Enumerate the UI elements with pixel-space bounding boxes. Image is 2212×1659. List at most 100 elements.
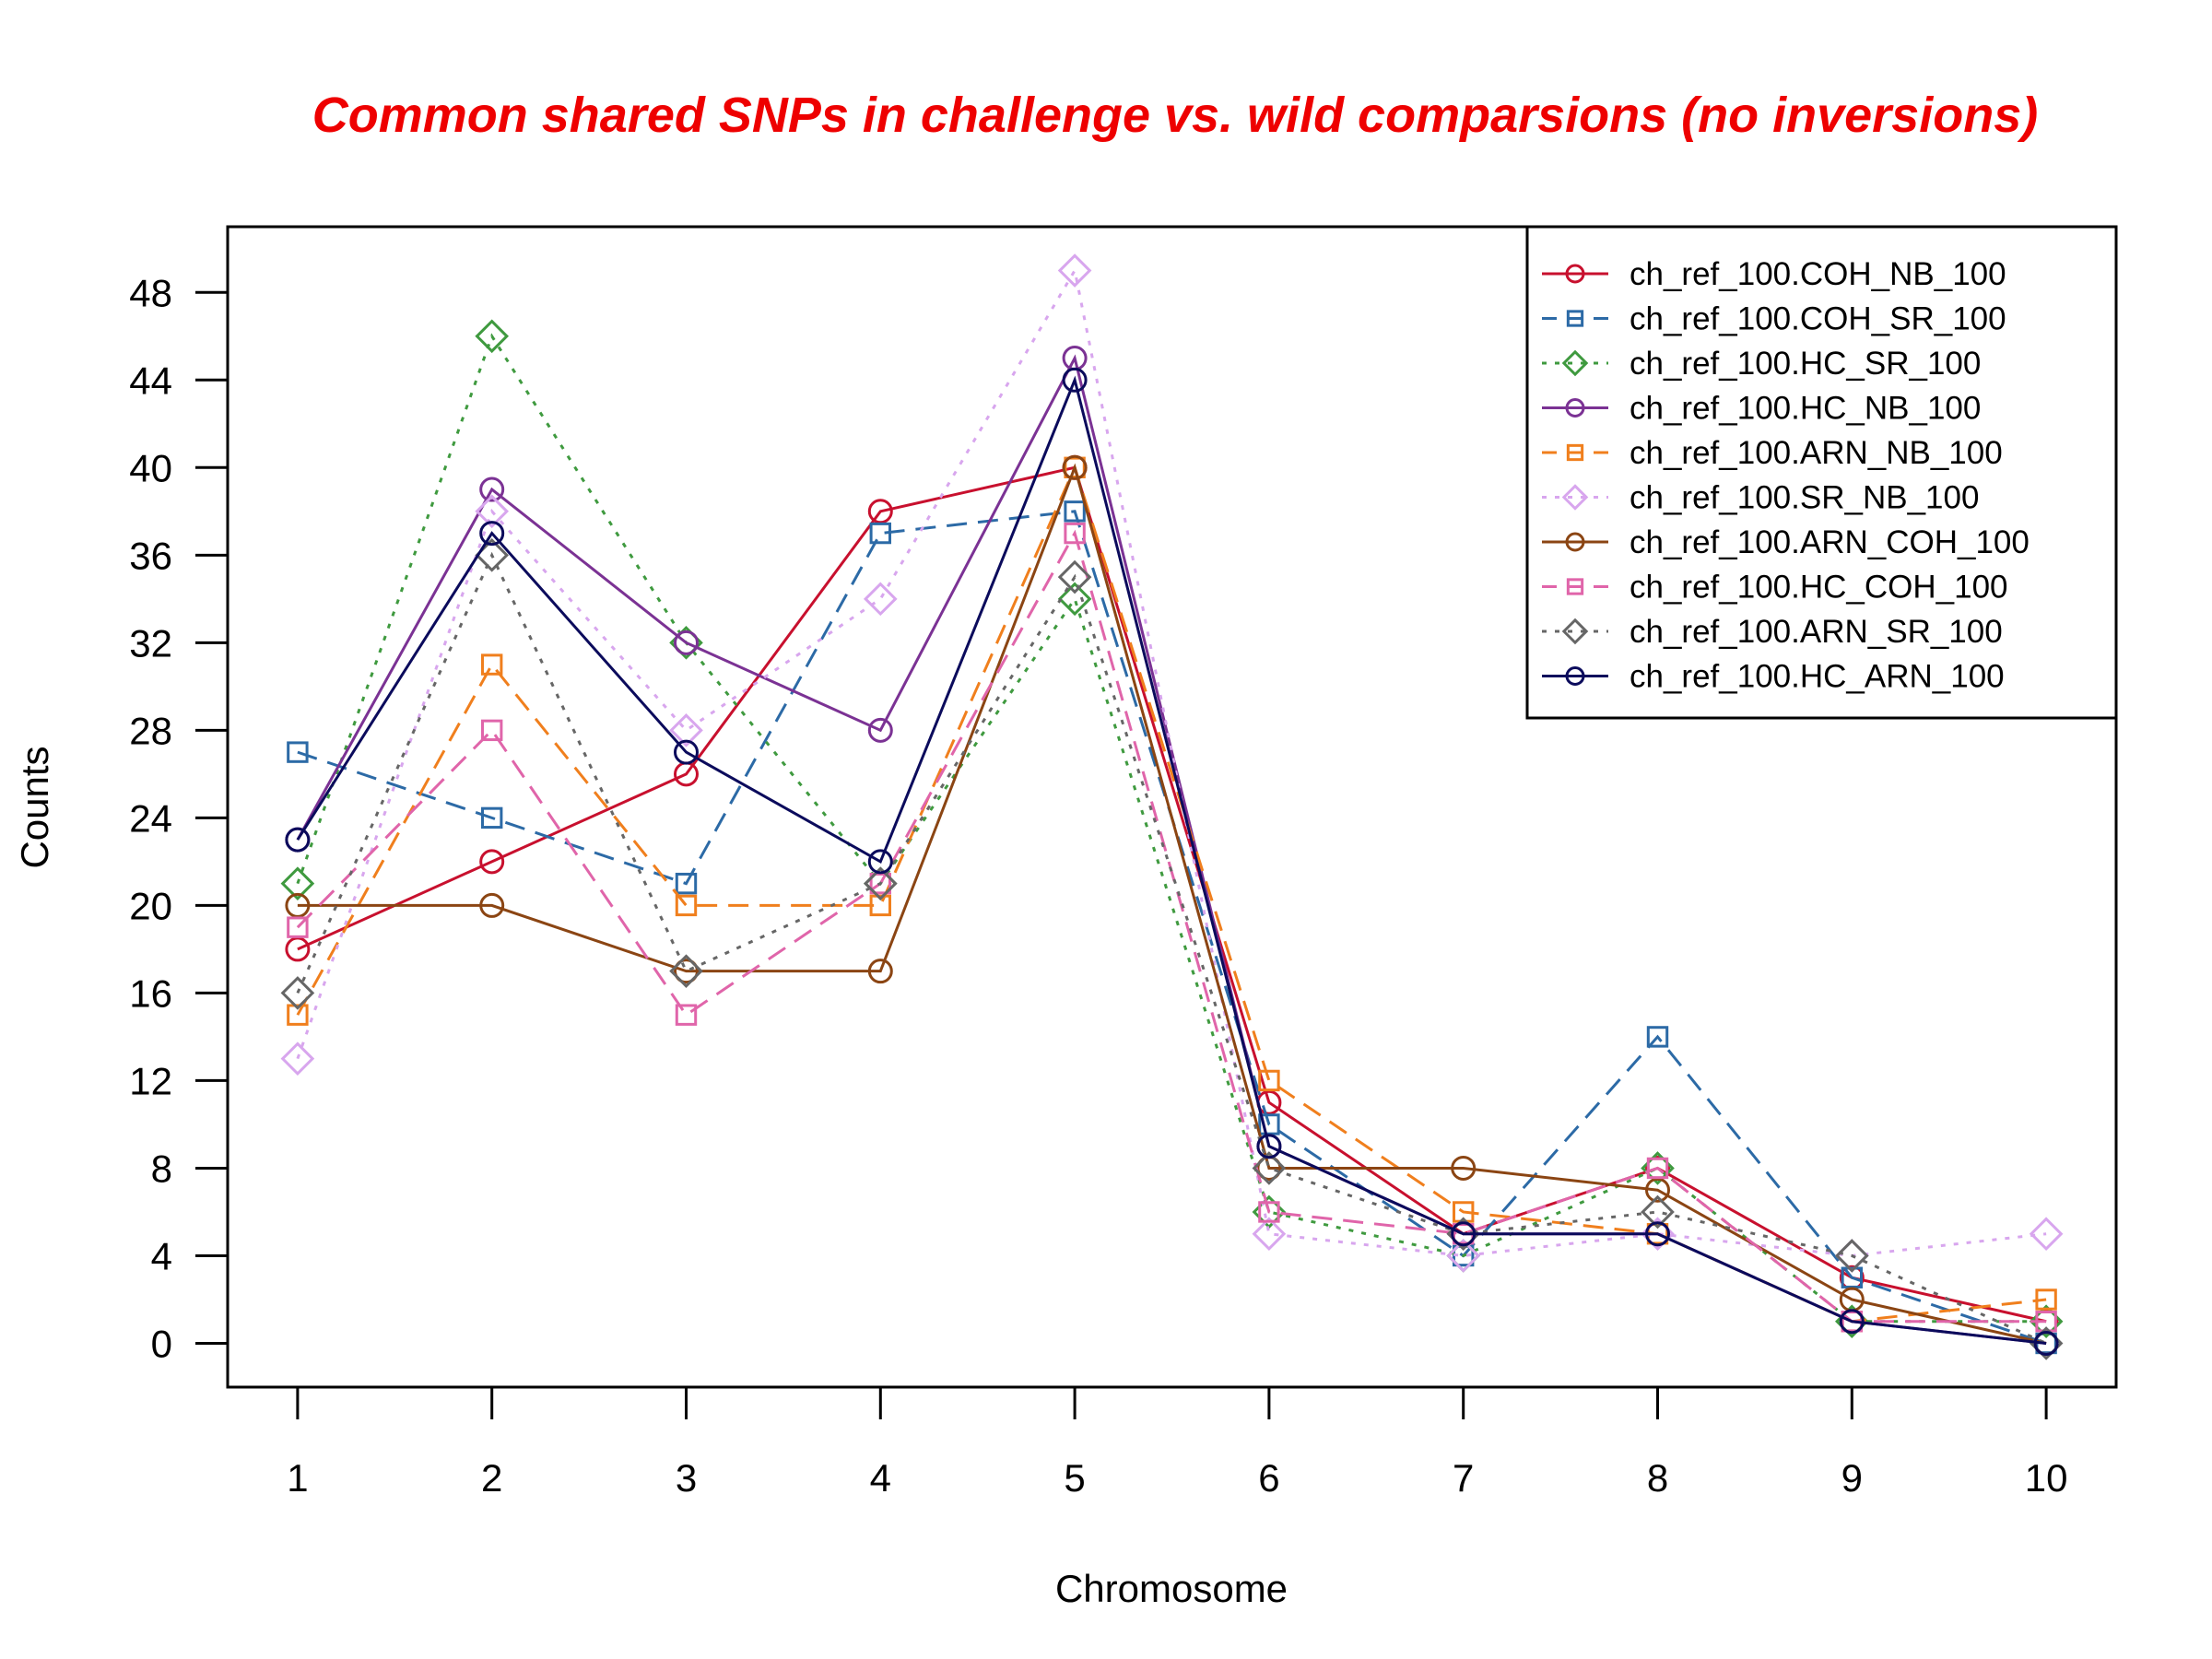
x-tick-label: 2 [481, 1456, 502, 1500]
data-point [1252, 1217, 1287, 1252]
legend-item: ch_ref_100.HC_ARN_100 [1542, 659, 2005, 695]
legend-item: ch_ref_100.ARN_NB_100 [1542, 435, 2003, 471]
legend-marker [1565, 532, 1585, 552]
x-tick-label: 7 [1453, 1456, 1474, 1500]
y-tick-label: 8 [151, 1147, 172, 1190]
data-point [2033, 1330, 2059, 1356]
data-point [1451, 1221, 1477, 1247]
data-point [287, 1004, 309, 1026]
data-point [475, 494, 510, 529]
series-line [297, 465, 2047, 1324]
data-point [1256, 1134, 1282, 1159]
data-point [867, 959, 893, 984]
data-point [1834, 1239, 1869, 1273]
data-point [673, 629, 699, 655]
data-point [1062, 367, 1088, 393]
legend-item: ch_ref_100.ARN_COH_100 [1542, 524, 2030, 560]
legend: ch_ref_100.COH_NB_100 ch_ref_100.COH_SR_1… [1525, 225, 2118, 720]
legend-marker [1566, 443, 1584, 462]
x-tick-label: 4 [870, 1456, 891, 1500]
data-point [2035, 1311, 2057, 1333]
y-tick-label: 12 [129, 1059, 172, 1102]
data-point [285, 892, 311, 918]
legend-marker [1566, 310, 1584, 327]
data-point [475, 319, 510, 354]
data-point [1453, 1201, 1475, 1223]
legend-marker [1565, 398, 1585, 418]
legend-item: ch_ref_100.HC_NB_100 [1542, 391, 1981, 427]
x-axis-title: Chromosome [1055, 1567, 1288, 1610]
data-point [1062, 454, 1088, 480]
legend-marker [1565, 666, 1585, 686]
legend-marker [1566, 578, 1584, 595]
data-point [2029, 1217, 2064, 1252]
data-point [479, 477, 505, 502]
data-point [673, 959, 699, 984]
legend-box [1525, 225, 2118, 720]
data-point [285, 827, 311, 853]
series-line [296, 375, 2047, 1345]
legend-label: ch_ref_100.HC_COH_100 [1630, 570, 2008, 606]
data-point [1064, 500, 1086, 523]
y-tick-label: 4 [151, 1234, 172, 1277]
legend-label: ch_ref_100.COH_NB_100 [1630, 256, 2006, 292]
series-line [296, 529, 2047, 1324]
y-axis-title: Counts [13, 746, 56, 868]
data-point [1641, 1194, 1675, 1230]
y-tick-label: 0 [151, 1322, 172, 1365]
y-tick-label: 40 [129, 446, 172, 489]
data-point [480, 653, 503, 676]
data-point [869, 894, 891, 917]
legend-label: ch_ref_100.HC_ARN_100 [1630, 659, 2005, 695]
series-10 [285, 367, 2059, 1356]
data-point [1252, 1151, 1287, 1185]
data-point [673, 739, 699, 765]
y-tick-label: 28 [129, 709, 172, 752]
data-point [1258, 1069, 1280, 1092]
y-tick-label: 36 [129, 534, 172, 577]
legend-item: ch_ref_100.HC_SR_100 [1542, 346, 1981, 382]
x-tick-label: 10 [2025, 1456, 2068, 1500]
data-point [675, 894, 698, 917]
data-point [479, 892, 505, 918]
data-point [869, 522, 891, 545]
legend-item: ch_ref_100.COH_NB_100 [1542, 256, 2006, 292]
x-tick-label: 5 [1064, 1456, 1085, 1500]
data-point [285, 936, 311, 962]
data-point [1646, 1157, 1669, 1180]
data-point [1258, 1113, 1280, 1135]
data-point [1057, 582, 1092, 617]
data-point [287, 741, 309, 763]
data-point [1258, 1201, 1280, 1223]
data-point [280, 866, 315, 900]
series-6 [280, 253, 2064, 1273]
x-tick-label: 6 [1258, 1456, 1279, 1500]
y-tick-label: 16 [129, 971, 172, 1015]
data-point [1064, 456, 1086, 479]
series-line [296, 464, 2047, 1324]
data-point [1645, 1177, 1671, 1203]
data-point [669, 954, 703, 988]
x-tick-label: 8 [1647, 1456, 1668, 1500]
legend-label: ch_ref_100.ARN_COH_100 [1630, 524, 2030, 560]
data-point [1446, 1239, 1481, 1273]
series-layer [280, 253, 2064, 1360]
y-tick-label: 44 [129, 359, 172, 402]
data-point [863, 866, 898, 900]
data-point [675, 872, 698, 895]
chart-title: Common shared SNPs in challenge vs. wild… [312, 88, 2038, 143]
data-point [1057, 253, 1092, 288]
data-point [1646, 1026, 1669, 1048]
y-tick-label: 24 [129, 796, 172, 840]
legend-item: ch_ref_100.ARN_SR_100 [1542, 614, 2003, 650]
legend-marker [1565, 264, 1585, 284]
data-point [669, 713, 703, 747]
legend-label: ch_ref_100.COH_SR_100 [1630, 301, 2006, 337]
series-line [296, 266, 2047, 1257]
x-tick-label: 1 [287, 1456, 308, 1500]
x-tick-label: 3 [676, 1456, 697, 1500]
legend-marker [1561, 349, 1589, 377]
legend-item: ch_ref_100.SR_NB_100 [1542, 480, 1979, 516]
